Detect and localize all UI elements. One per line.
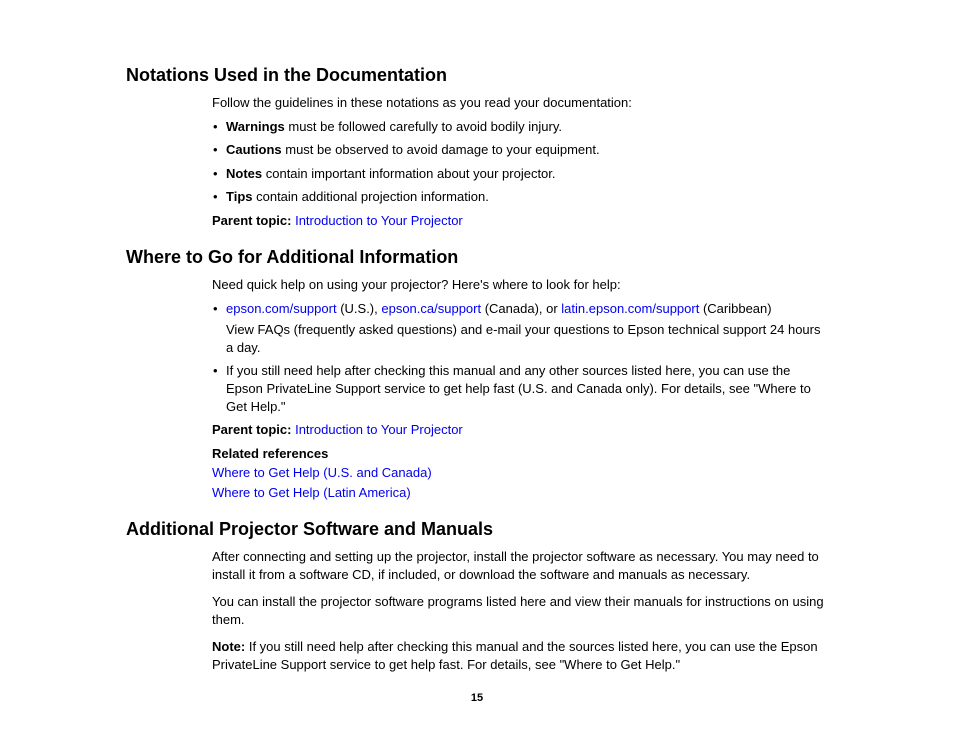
support-link-latin[interactable]: latin.epson.com/support: [561, 301, 699, 316]
term-desc: contain additional projection informatio…: [253, 189, 489, 204]
term-desc: contain important information about your…: [262, 166, 555, 181]
parent-topic-link[interactable]: Introduction to Your Projector: [295, 213, 463, 228]
link-suffix: (Canada), or: [481, 301, 561, 316]
list-item: Tips contain additional projection infor…: [212, 188, 828, 206]
support-link-ca[interactable]: epson.ca/support: [381, 301, 481, 316]
list-item: Notes contain important information abou…: [212, 165, 828, 183]
term-bold: Tips: [226, 189, 253, 204]
paragraph: After connecting and setting up the proj…: [212, 548, 828, 583]
link-suffix: (U.S.),: [337, 301, 382, 316]
parent-topic-label: Parent topic:: [212, 213, 291, 228]
parent-topic-link[interactable]: Introduction to Your Projector: [295, 422, 463, 437]
body-additional-info: Need quick help on using your projector?…: [212, 276, 828, 501]
help-list: epson.com/support (U.S.), epson.ca/suppo…: [212, 300, 828, 415]
term-desc: must be followed carefully to avoid bodi…: [285, 119, 562, 134]
term-desc: must be observed to avoid damage to your…: [282, 142, 600, 157]
heading-software-manuals: Additional Projector Software and Manual…: [126, 519, 828, 540]
term-bold: Notes: [226, 166, 262, 181]
document-page: Notations Used in the Documentation Foll…: [0, 0, 954, 674]
list-item: If you still need help after checking th…: [212, 362, 828, 415]
section-software-manuals: Additional Projector Software and Manual…: [126, 519, 828, 673]
note-paragraph: Note: If you still need help after check…: [212, 638, 828, 673]
parent-topic: Parent topic: Introduction to Your Proje…: [212, 212, 828, 230]
reference-link-us-canada[interactable]: Where to Get Help (U.S. and Canada): [212, 464, 828, 482]
note-label: Note:: [212, 639, 245, 654]
section-notations: Notations Used in the Documentation Foll…: [126, 65, 828, 229]
parent-topic: Parent topic: Introduction to Your Proje…: [212, 421, 828, 439]
body-notations: Follow the guidelines in these notations…: [212, 94, 828, 229]
body-software-manuals: After connecting and setting up the proj…: [212, 548, 828, 673]
intro-text: Follow the guidelines in these notations…: [212, 94, 828, 112]
term-bold: Warnings: [226, 119, 285, 134]
list-item: Cautions must be observed to avoid damag…: [212, 141, 828, 159]
paragraph: You can install the projector software p…: [212, 593, 828, 628]
heading-notations: Notations Used in the Documentation: [126, 65, 828, 86]
section-additional-info: Where to Go for Additional Information N…: [126, 247, 828, 501]
list-item: epson.com/support (U.S.), epson.ca/suppo…: [212, 300, 828, 357]
list-item: Warnings must be followed carefully to a…: [212, 118, 828, 136]
parent-topic-label: Parent topic:: [212, 422, 291, 437]
reference-link-latin-america[interactable]: Where to Get Help (Latin America): [212, 484, 828, 502]
sub-text: View FAQs (frequently asked questions) a…: [226, 321, 828, 356]
heading-additional-info: Where to Go for Additional Information: [126, 247, 828, 268]
link-suffix: (Caribbean): [699, 301, 771, 316]
note-text: If you still need help after checking th…: [212, 639, 818, 672]
term-bold: Cautions: [226, 142, 282, 157]
intro-text: Need quick help on using your projector?…: [212, 276, 828, 294]
related-references-heading: Related references: [212, 445, 828, 463]
page-number: 15: [0, 692, 954, 704]
support-link-us[interactable]: epson.com/support: [226, 301, 337, 316]
notation-list: Warnings must be followed carefully to a…: [212, 118, 828, 206]
